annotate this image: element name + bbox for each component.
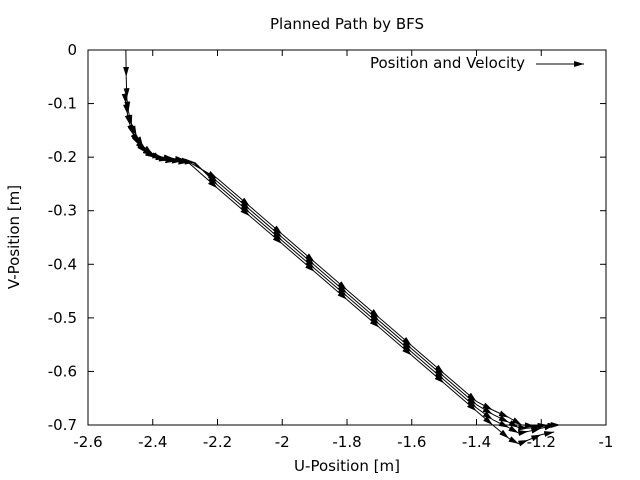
velocity-arrow (121, 93, 128, 104)
y-tick-label: -0.3 (48, 202, 77, 220)
y-axis-label: V-Position [m] (5, 185, 23, 289)
velocity-arrow (521, 422, 535, 429)
series-path-3 (124, 114, 558, 431)
chart-title: Planned Path by BFS (270, 15, 424, 33)
x-axis: -2.6 -2.4 -2.2 -2 -1.8 -1.6 -1.4 -1.2 -1 (73, 50, 613, 451)
velocity-arrow (443, 376, 477, 406)
velocity-arrow (346, 289, 380, 319)
velocity-arrow (346, 292, 380, 322)
velocity-arrow (443, 373, 477, 402)
x-tick-label: -2.2 (203, 433, 232, 451)
velocity-arrow (476, 400, 493, 411)
velocity-arrow (443, 379, 477, 409)
velocity-arrow (517, 439, 529, 447)
x-tick-label: -1 (599, 433, 614, 451)
x-tick-label: -1.2 (527, 433, 556, 451)
series-path-1 (123, 49, 555, 447)
velocity-arrow (217, 178, 251, 207)
velocity-arrow (411, 351, 445, 381)
velocity-arrow (194, 162, 218, 186)
velocity-arrow (217, 181, 251, 211)
velocity-arrow (492, 409, 510, 418)
velocity-arrow (492, 419, 510, 429)
velocity-arrow (152, 152, 163, 159)
x-tick-label: -2.4 (138, 433, 167, 451)
velocity-arrow (184, 159, 218, 180)
x-tick-label: -1.8 (332, 433, 361, 451)
velocity-arrow (314, 264, 348, 294)
y-axis: 0 -0.1 -0.2 -0.3 -0.4 -0.5 -0.6 -0.7 (48, 41, 606, 434)
series-path-2 (121, 93, 555, 437)
plot-area (121, 49, 561, 447)
velocity-arrow (123, 76, 130, 99)
velocity-arrow (249, 206, 283, 235)
velocity-arrow (379, 317, 413, 347)
velocity-arrow (142, 147, 154, 156)
velocity-arrow (379, 320, 413, 350)
velocity-arrow (346, 296, 380, 325)
velocity-arrow (518, 424, 529, 431)
velocity-arrow (249, 212, 283, 242)
velocity-arrow (281, 233, 315, 263)
y-tick-label: -0.5 (48, 309, 77, 327)
velocity-arrow (411, 345, 445, 374)
velocity-arrow (528, 434, 542, 442)
velocity-arrow (173, 155, 186, 162)
velocity-arrow (188, 162, 218, 189)
y-tick-label: -0.6 (48, 362, 77, 380)
velocity-arrow (314, 268, 348, 297)
velocity-arrow (508, 425, 519, 434)
y-tick-label: -0.2 (48, 148, 77, 166)
y-tick-label: -0.1 (48, 95, 77, 113)
y-tick-label: -0.7 (48, 416, 77, 434)
velocity-arrow (379, 323, 413, 353)
x-tick-label: -2 (275, 433, 290, 451)
legend-label: Position and Velocity (370, 54, 525, 72)
x-axis-label: U-Position [m] (294, 457, 400, 475)
velocity-arrow (124, 114, 131, 126)
legend: Position and Velocity (370, 54, 584, 72)
velocity-arrow (314, 261, 348, 291)
velocity-arrow (249, 209, 283, 238)
velocity-arrow (508, 417, 523, 426)
velocity-arrow (130, 133, 139, 144)
x-tick-label: -1.6 (397, 433, 426, 451)
velocity-arrow (123, 103, 129, 115)
velocity-arrow (534, 422, 548, 429)
velocity-arrow (281, 240, 315, 269)
y-tick-label: 0 (67, 41, 77, 59)
y-tick-label: -0.4 (48, 255, 77, 273)
velocity-arrow (517, 430, 529, 437)
velocity-arrow (217, 184, 251, 214)
velocity-arrow (162, 154, 174, 161)
x-tick-label: -2.6 (73, 433, 102, 451)
velocity-arrow (411, 348, 445, 378)
velocity-arrow (541, 431, 555, 437)
velocity-arrow (508, 436, 519, 445)
velocity-arrow (281, 237, 315, 266)
series-path-4 (127, 124, 561, 429)
velocity-arrow (528, 424, 542, 431)
plot-frame (87, 49, 607, 426)
velocity-arrow (492, 413, 510, 423)
velocity-arrow (508, 420, 519, 429)
x-tick-label: -1.4 (462, 433, 491, 451)
velocity-arrow (528, 427, 542, 434)
velocity-arrow (492, 424, 510, 439)
